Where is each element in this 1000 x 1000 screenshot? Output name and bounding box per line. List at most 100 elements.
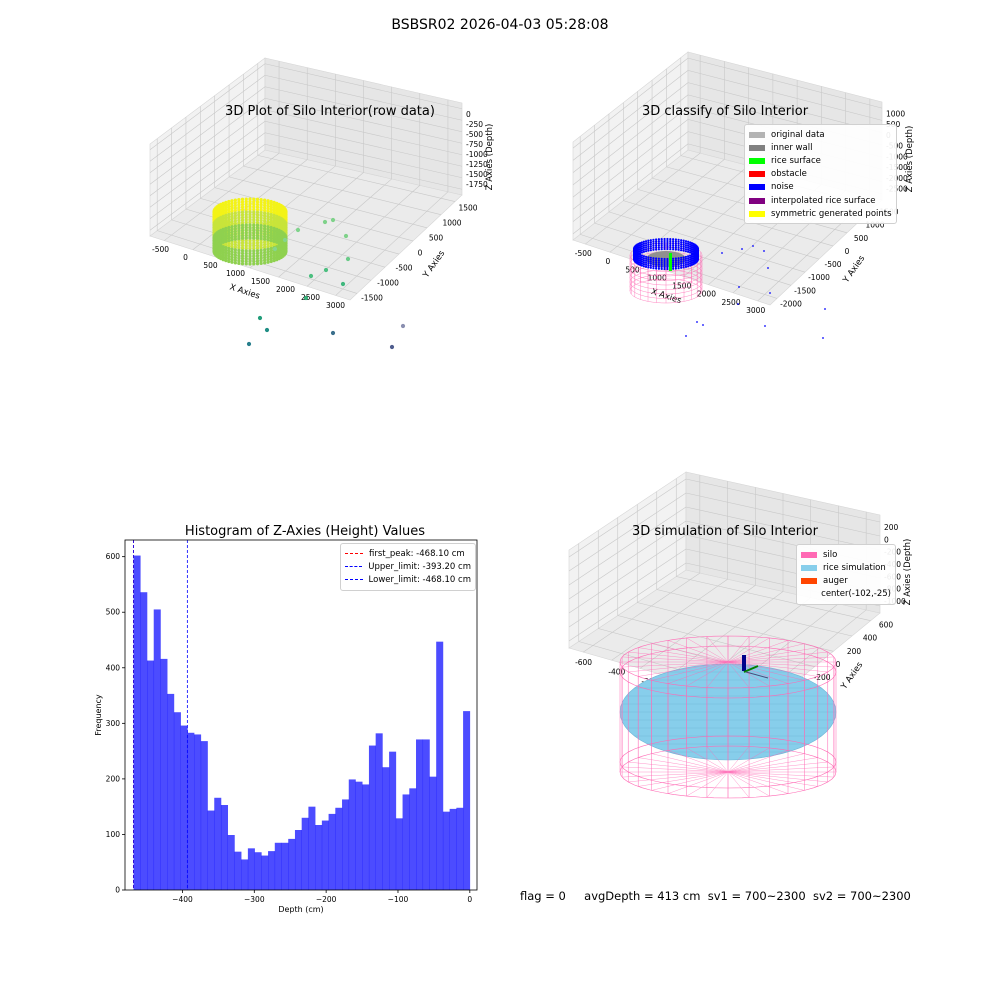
raw-data-point <box>240 223 245 227</box>
raw-data-point <box>230 222 234 226</box>
raw-data-point <box>255 221 260 225</box>
classify-noise-point <box>666 245 669 249</box>
classify-legend-swatch <box>749 144 765 151</box>
sv2-text: sv2 = 700~2300 <box>812 889 911 903</box>
classify-noise-point <box>657 240 660 243</box>
hist-xtick-label: −300 <box>244 895 265 904</box>
classify-noise-point <box>696 257 699 260</box>
classify-noise-point <box>642 265 645 268</box>
classify-noise-point <box>822 337 824 339</box>
classify-noise-point <box>639 246 642 249</box>
raw-ytick-label: 1500 <box>458 204 477 213</box>
classify-ytick-label: -1500 <box>794 286 816 295</box>
raw-data-point <box>224 231 228 236</box>
classify-noise-point <box>639 242 642 245</box>
raw-data-point <box>237 213 241 217</box>
raw-xtick-label: 1000 <box>226 269 245 278</box>
classify-noise-point <box>657 261 660 264</box>
raw-data-point <box>224 213 228 217</box>
raw-data-point <box>275 258 279 262</box>
hist-legend-label: Lower_limit: -468.10 cm <box>368 574 471 585</box>
classify-noise-point <box>647 258 650 261</box>
classify-noise-point <box>642 246 645 249</box>
raw-data-point <box>272 243 276 247</box>
raw-data-point <box>248 200 252 204</box>
raw-data-point <box>224 229 228 233</box>
classify-noise-point <box>644 248 648 251</box>
raw-data-point <box>224 243 228 247</box>
raw-data-point <box>263 243 267 247</box>
raw-data-point <box>252 223 256 227</box>
raw-data-point <box>263 224 267 228</box>
classify-noise-point <box>663 257 666 261</box>
raw-data-point <box>233 203 237 207</box>
raw-data-point <box>252 246 256 250</box>
classify-xtick-label: 1000 <box>648 273 667 282</box>
classify-noise-point <box>680 260 683 263</box>
classify-noise-point <box>672 267 675 270</box>
raw-data-point <box>224 208 228 212</box>
classify-noise-point <box>652 244 655 247</box>
raw-data-point <box>259 216 263 220</box>
raw-data-point <box>266 212 270 216</box>
raw-data-point <box>244 241 248 245</box>
classify-noise-point <box>642 257 645 260</box>
hist-bar <box>436 641 444 890</box>
raw-ygrid <box>278 178 392 278</box>
raw-data-point <box>255 200 260 204</box>
classify-noise-point <box>640 262 644 265</box>
raw-data-point <box>227 212 231 217</box>
sim-silo-roof-spoke <box>727 643 805 663</box>
classify-noise-point <box>687 242 690 245</box>
classify-noise-point <box>677 257 680 260</box>
raw-data-point <box>230 242 234 246</box>
hist-bar <box>160 658 168 890</box>
raw-data-point <box>233 211 237 215</box>
raw-data-point <box>227 231 231 235</box>
raw-data-point <box>221 240 225 244</box>
raw-data-point <box>345 256 351 262</box>
classify-noise-point <box>687 255 690 258</box>
classify-noise-point <box>642 250 645 253</box>
raw-zgrid <box>264 86 463 133</box>
hist-bar <box>362 784 370 890</box>
classify-noise-point <box>688 258 692 261</box>
classify-legend-swatch <box>749 157 765 164</box>
raw-data-point <box>227 207 231 211</box>
sim-legend-label: silo <box>823 549 838 560</box>
classify-noise-point <box>652 263 655 266</box>
classify-noise-point <box>652 265 655 268</box>
raw-data-point <box>244 223 248 227</box>
raw-data-point <box>221 204 225 208</box>
hist-bar <box>153 609 161 890</box>
raw-data-point <box>227 202 231 206</box>
hist-legend-label: Upper_limit: -393.20 cm <box>368 561 471 572</box>
classify-legend-entry: inner wall <box>749 141 892 154</box>
raw-data-point <box>303 295 309 301</box>
classify-noise-point <box>669 239 672 243</box>
classify-noise-point <box>640 251 644 254</box>
hist-bar <box>335 807 343 890</box>
raw-data-point <box>230 252 234 257</box>
raw-data-point <box>259 221 263 225</box>
raw-data-point <box>227 252 231 256</box>
hist-bar <box>274 842 282 890</box>
sim-ygrid <box>639 585 756 669</box>
classify-noise-point <box>680 247 683 250</box>
raw-ytick-label: 500 <box>429 234 444 243</box>
hist-bar <box>315 825 323 890</box>
classify-noise-point <box>674 244 677 247</box>
raw-data-point <box>259 234 263 238</box>
sim-zgrid <box>568 534 687 614</box>
raw-data-point <box>252 257 256 261</box>
raw-data-point <box>237 200 241 204</box>
hist-bar <box>281 842 289 890</box>
raw-data-point <box>240 254 245 258</box>
sim-silo-floor-spoke <box>638 771 729 787</box>
classify-noise-point <box>688 249 692 252</box>
raw-data-point <box>240 221 245 225</box>
sim-zgrid <box>568 478 687 558</box>
sim-zgrid <box>685 492 881 537</box>
classify-legend-entry: obstacle <box>749 168 892 181</box>
raw-data-point <box>230 209 234 213</box>
